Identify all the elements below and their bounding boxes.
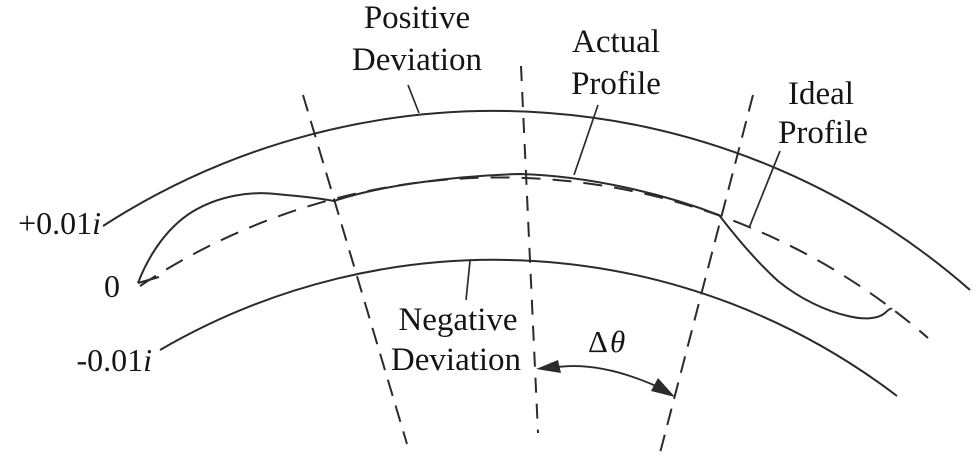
lower-tolerance-label: -0.01i — [76, 342, 152, 378]
lower-tolerance-value: -0.01 — [76, 342, 143, 378]
angle-arrowhead-right — [651, 378, 675, 397]
ideal-profile-leader — [748, 150, 781, 229]
curve-group — [102, 65, 971, 454]
positive-tolerance-arc — [102, 109, 971, 291]
actual-profile-label-line2: Profile — [571, 66, 661, 102]
zero-reference-label: 0 — [104, 268, 120, 304]
leader-group — [407, 84, 781, 301]
actual-profile-curve — [137, 172, 893, 320]
positive-deviation-label-line1: Positive — [364, 0, 470, 36]
upper-tolerance-value: +0.01 — [18, 205, 92, 241]
angle-label: Δθ — [588, 324, 625, 359]
angle-arrowhead-left — [536, 360, 561, 373]
negative-tolerance-arc — [159, 258, 898, 397]
radial-line-right — [659, 94, 754, 454]
ideal-profile-curve — [139, 176, 929, 339]
label-group: Positive Deviation Actual Profile Ideal … — [18, 0, 868, 378]
zero-point-arrow-barb — [137, 276, 160, 284]
ideal-profile-label-line2: Profile — [778, 115, 868, 151]
radial-line-left — [302, 94, 408, 445]
arrowhead-group — [536, 360, 675, 397]
angle-theta-symbol: θ — [610, 324, 625, 359]
angle-delta-symbol: Δ — [588, 324, 608, 359]
actual-profile-leader — [573, 104, 599, 176]
negative-deviation-label-line1: Negative — [398, 302, 517, 338]
positive-deviation-label-line2: Deviation — [352, 42, 482, 78]
lower-tolerance-unit: i — [143, 342, 152, 378]
negative-deviation-leader — [465, 260, 471, 301]
negative-deviation-label-line2: Deviation — [391, 342, 521, 378]
radial-line-middle — [520, 65, 539, 434]
upper-tolerance-unit: i — [92, 205, 101, 241]
positive-deviation-leader — [407, 84, 420, 114]
angle-arc-arrow — [550, 365, 657, 387]
actual-profile-label-line1: Actual — [572, 24, 660, 60]
upper-tolerance-label: +0.01i — [18, 205, 101, 241]
ideal-profile-label-line1: Ideal — [788, 76, 854, 112]
